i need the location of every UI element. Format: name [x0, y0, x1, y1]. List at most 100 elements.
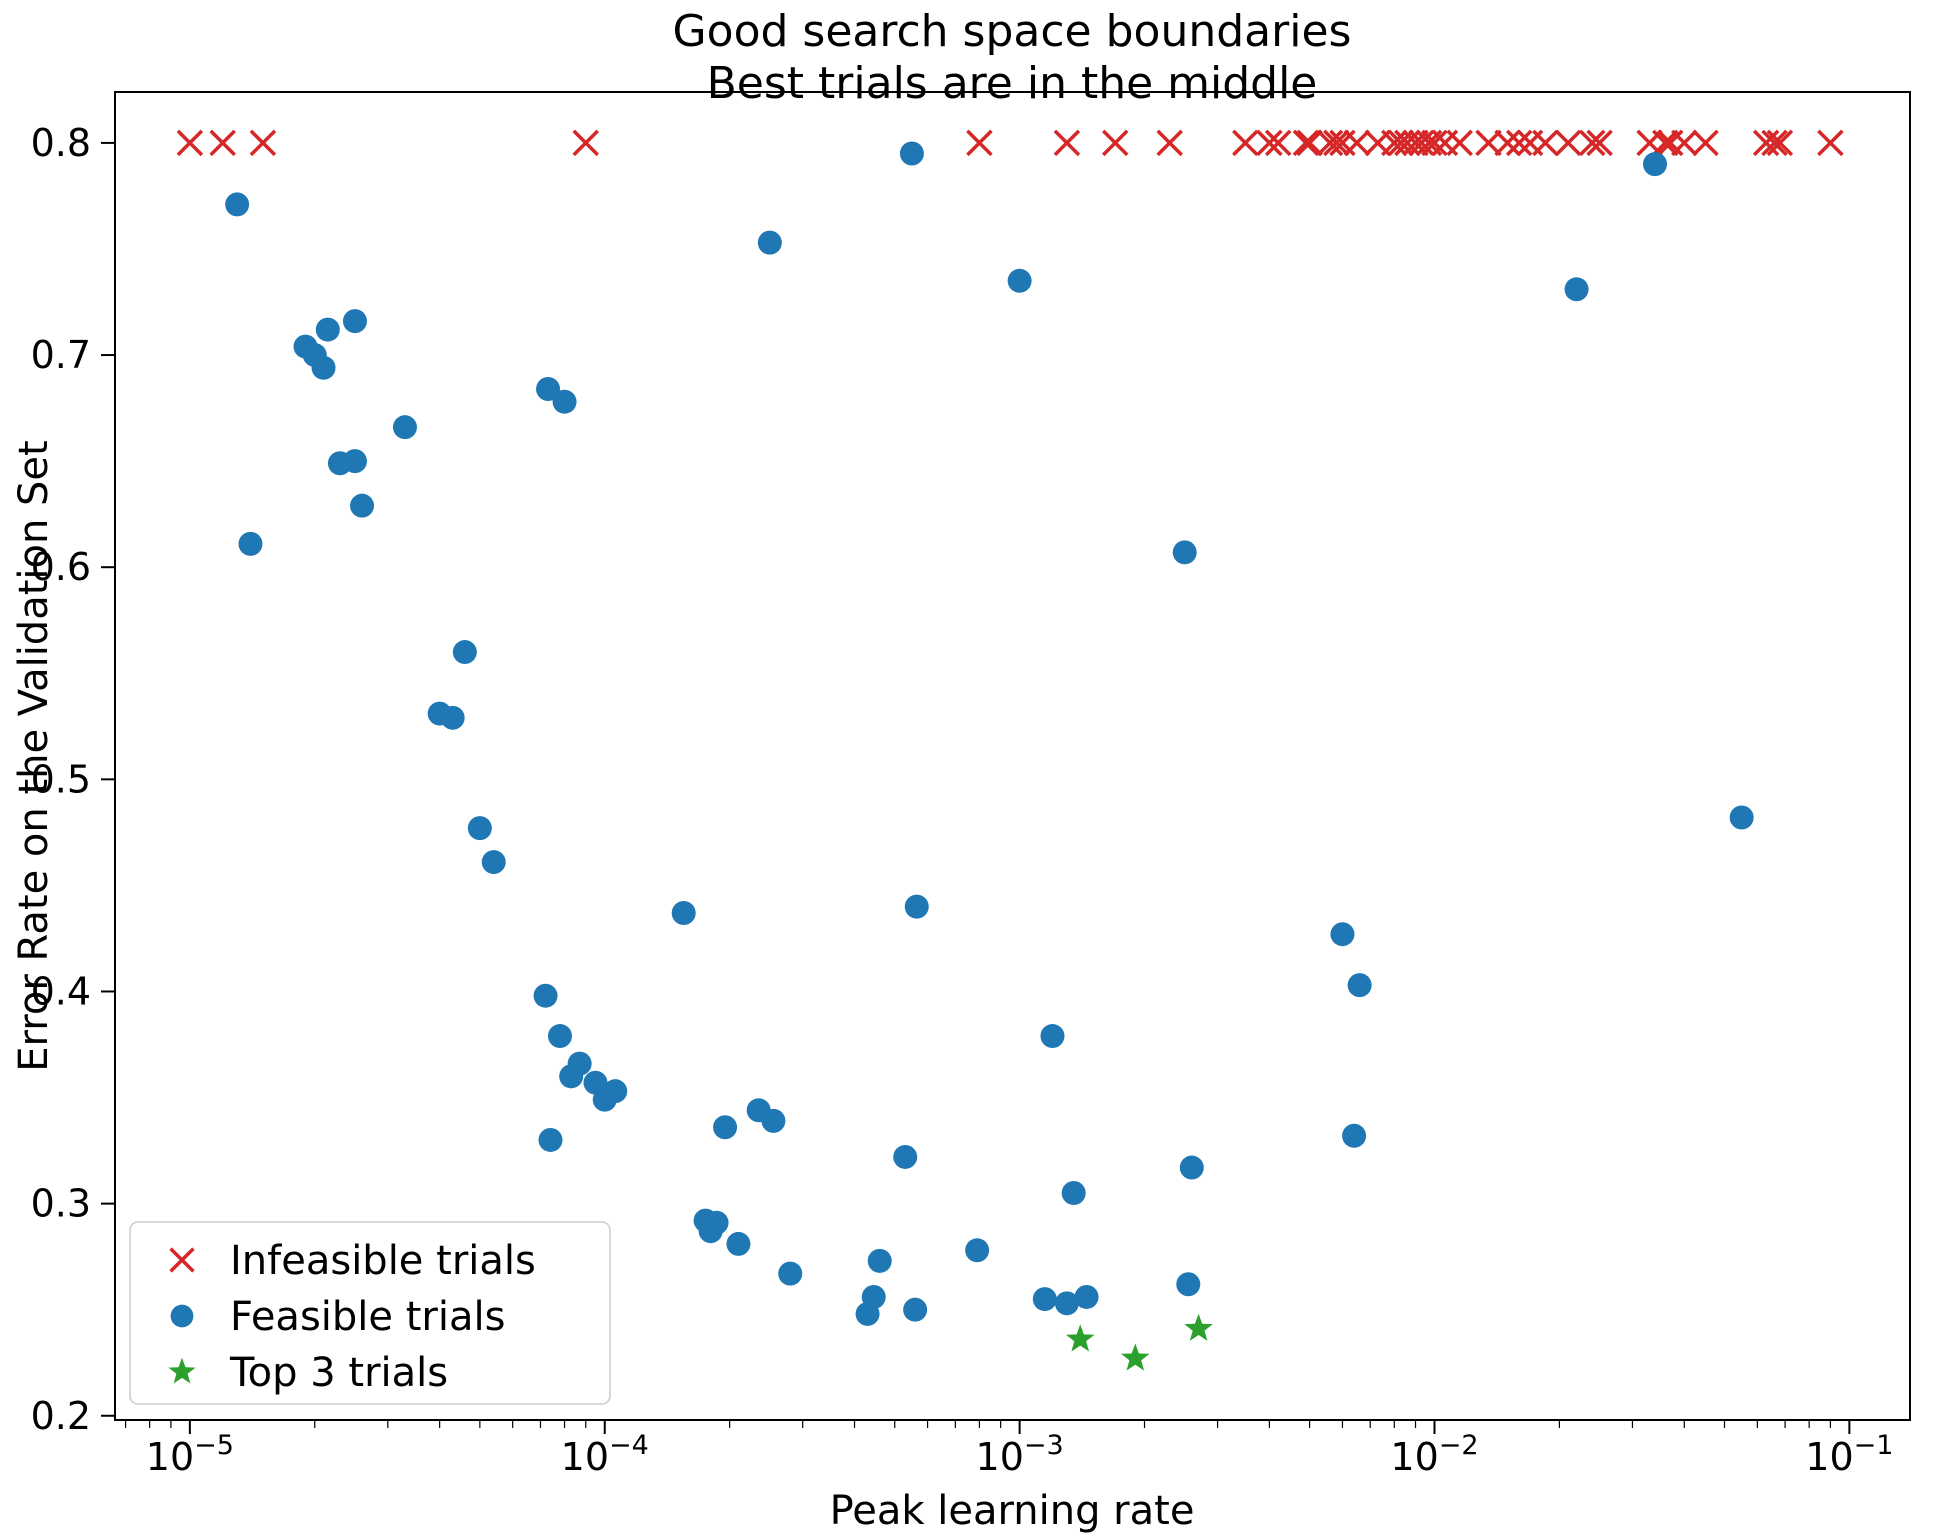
marker-x [1579, 129, 1606, 157]
marker-circle [757, 230, 782, 255]
marker-x [1494, 129, 1521, 157]
marker-circle [533, 983, 558, 1008]
marker-x [176, 129, 204, 157]
marker-x [1671, 129, 1698, 157]
marker-x [1256, 129, 1283, 157]
marker-x [1475, 129, 1502, 157]
y-tick-label: 0.2 [31, 1394, 91, 1438]
marker-x [1656, 129, 1684, 157]
marker-circle [1330, 922, 1355, 947]
x-axis: 10−5 10−4 10−3 10−2 10−1 [125, 1420, 1893, 1479]
marker-x [1381, 129, 1408, 157]
marker-circle [315, 317, 340, 342]
marker-x [1232, 129, 1259, 157]
x-tick-label: 10−1 [1805, 1430, 1893, 1479]
chart-title: Good search space boundaries Best trials… [673, 6, 1352, 110]
y-tick-label: 0.6 [31, 545, 91, 589]
marker-circle [704, 1210, 729, 1235]
marker-x [572, 129, 599, 157]
marker-circle [1054, 1291, 1079, 1316]
legend-label: Feasible trials [230, 1294, 505, 1340]
chart-title-line1: Good search space boundaries [672, 6, 1352, 57]
y-axis-label: Error Rate on the Validation Set [11, 440, 57, 1072]
y-tick-label: 0.3 [31, 1182, 91, 1226]
marker-circle [713, 1115, 738, 1140]
marker-circle [893, 1144, 918, 1169]
x-tick-label: 10−5 [146, 1430, 234, 1479]
marker-circle [1074, 1284, 1099, 1309]
marker-circle [536, 376, 561, 401]
marker-circle [440, 705, 465, 730]
marker-x [1421, 129, 1448, 157]
marker-x [1446, 129, 1473, 157]
marker-x [209, 129, 236, 157]
marker-circle [467, 816, 492, 841]
series-infeasible-trials [176, 129, 1844, 157]
y-tick-label: 0.5 [31, 757, 91, 801]
marker-circle [1342, 1123, 1367, 1148]
marker-x [1586, 129, 1613, 157]
y-axis: 0.2 0.3 0.4 0.5 0.6 0.7 0.8 [31, 121, 115, 1438]
marker-circle [1172, 540, 1197, 565]
marker-star [1121, 1343, 1150, 1371]
marker-x [1292, 129, 1320, 157]
marker-circle [903, 1297, 928, 1322]
marker-circle [899, 141, 924, 166]
marker-star [1066, 1324, 1095, 1352]
marker-circle [170, 1304, 194, 1328]
marker-circle [567, 1051, 592, 1076]
marker-circle [761, 1108, 786, 1133]
marker-circle [342, 449, 367, 474]
marker-circle [547, 1024, 572, 1049]
marker-x [1692, 129, 1719, 157]
marker-x [1554, 129, 1582, 157]
marker-circle [1007, 268, 1032, 293]
marker-circle [392, 415, 417, 440]
marker-circle [342, 309, 367, 334]
marker-circle [603, 1079, 628, 1104]
marker-circle [552, 389, 577, 414]
marker-x [1766, 129, 1794, 157]
marker-circle [726, 1231, 751, 1256]
marker-x [1505, 129, 1533, 157]
marker-circle [1061, 1181, 1086, 1206]
marker-x [1343, 129, 1371, 157]
marker-circle [225, 192, 250, 217]
marker-circle [1642, 152, 1667, 177]
marker-star [1184, 1313, 1213, 1341]
marker-circle [904, 894, 929, 919]
marker-x [1761, 129, 1788, 157]
marker-circle [350, 493, 375, 518]
marker-x [1296, 129, 1323, 157]
marker-x [1156, 129, 1183, 157]
marker-circle [671, 900, 696, 925]
marker-x [1316, 129, 1344, 157]
marker-circle [481, 850, 506, 875]
marker-circle [238, 531, 263, 556]
marker-x [1652, 129, 1679, 157]
marker-x [1817, 129, 1844, 157]
marker-x [169, 1247, 195, 1273]
marker-x [1402, 129, 1429, 157]
marker-x [1532, 129, 1559, 157]
marker-circle [311, 355, 336, 380]
marker-x [1264, 129, 1292, 157]
legend-label: Infeasible trials [230, 1238, 536, 1284]
y-tick-label: 0.4 [31, 969, 91, 1013]
marker-circle [778, 1261, 803, 1286]
marker-circle [861, 1284, 886, 1309]
x-tick-label: 10−3 [976, 1430, 1064, 1479]
plot-frame [114, 91, 1911, 1421]
marker-circle [1040, 1024, 1065, 1049]
marker-circle [1032, 1287, 1057, 1312]
marker-circle [1564, 277, 1589, 302]
legend-label: Top 3 trials [229, 1350, 448, 1396]
marker-circle [1176, 1272, 1201, 1297]
x-tick-label: 10−2 [1390, 1430, 1478, 1479]
series-feasible-trials [225, 141, 1754, 1326]
marker-circle [1179, 1155, 1204, 1180]
legend: Infeasible trials Feasible trials Top 3 tr… [129, 1221, 611, 1405]
marker-circle [965, 1238, 990, 1263]
